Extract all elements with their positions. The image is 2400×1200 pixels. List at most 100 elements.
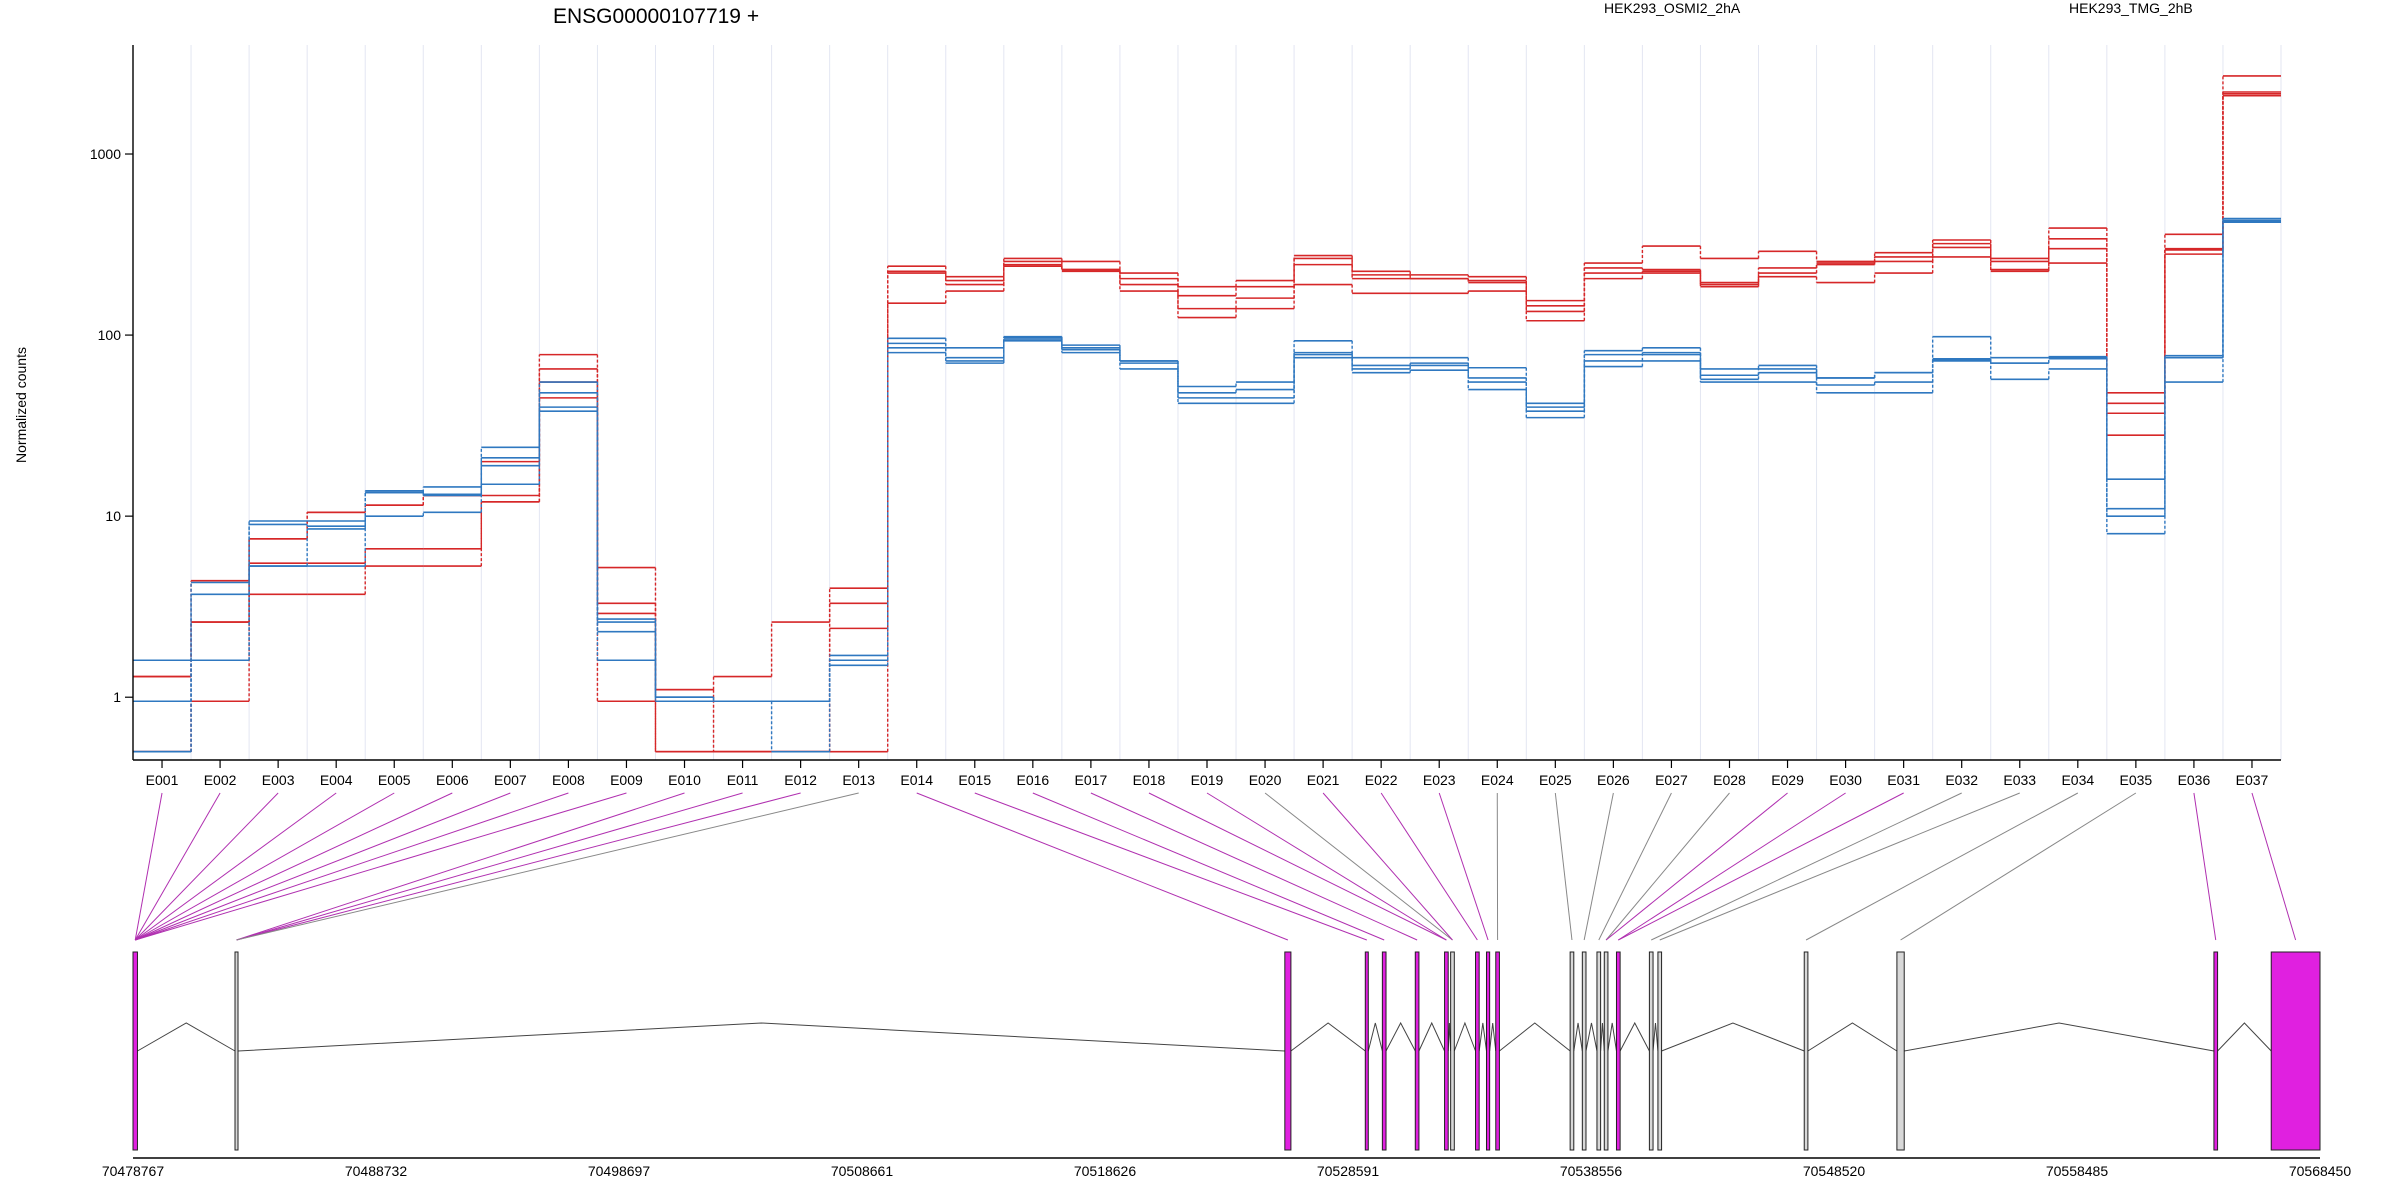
intron bbox=[1489, 1022, 1497, 1052]
exon-connector bbox=[1618, 792, 1904, 941]
exon-connectors bbox=[134, 792, 2297, 941]
exon-box bbox=[1475, 951, 1480, 1151]
series-1 bbox=[133, 91, 2281, 753]
exon-box bbox=[1485, 951, 1491, 1151]
exon-box bbox=[1657, 951, 1663, 1151]
x-tick-label: E016 bbox=[1016, 772, 1049, 788]
x-tick-label: E022 bbox=[1365, 772, 1398, 788]
exon-connector bbox=[1605, 792, 1730, 941]
y-tick-label: 100 bbox=[98, 327, 122, 343]
y-axis-label: Normalized counts bbox=[13, 347, 29, 463]
coordinate-label: 70498697 bbox=[588, 1163, 651, 1179]
x-tick-label: E014 bbox=[900, 772, 933, 788]
exon-box bbox=[1581, 951, 1587, 1151]
coordinate-label: 70548520 bbox=[1803, 1163, 1866, 1179]
coordinate-label: 70508661 bbox=[831, 1163, 894, 1179]
exon-box bbox=[132, 951, 138, 1151]
exon-box bbox=[1896, 951, 1905, 1151]
intron bbox=[1453, 1021, 1476, 1052]
intron bbox=[1807, 1022, 1898, 1052]
exon-connector bbox=[134, 792, 279, 941]
exon-box bbox=[1615, 951, 1621, 1151]
exon-connector bbox=[1264, 792, 1453, 941]
intron bbox=[1367, 1022, 1383, 1052]
exon-connector bbox=[1583, 792, 1614, 941]
x-tick-label: E007 bbox=[494, 772, 527, 788]
x-tick-label: E005 bbox=[378, 772, 411, 788]
series-5 bbox=[133, 221, 2281, 703]
exon-connector bbox=[236, 792, 801, 941]
x-tick-label: E002 bbox=[204, 772, 237, 788]
exon-box bbox=[1414, 951, 1420, 1151]
x-tick-label: E012 bbox=[784, 772, 817, 788]
x-tick-label: E020 bbox=[1249, 772, 1282, 788]
exon-connector bbox=[236, 792, 685, 941]
exon-box bbox=[1569, 951, 1575, 1151]
intron bbox=[1585, 1022, 1598, 1052]
exon-connector bbox=[135, 792, 453, 941]
exon-connector bbox=[1605, 792, 1788, 941]
exon-connector bbox=[1032, 792, 1385, 941]
x-tick-label: E029 bbox=[1771, 772, 1804, 788]
exon-box bbox=[2213, 951, 2219, 1151]
exon-connector bbox=[1598, 792, 1672, 941]
legend-entry-osmi2: HEK293_OSMI2_2hA bbox=[1604, 0, 1741, 16]
coordinate-label: 70478767 bbox=[102, 1163, 165, 1179]
exon-connector bbox=[135, 792, 627, 941]
exon-connector bbox=[1659, 792, 2020, 941]
x-tick-label: E021 bbox=[1307, 772, 1340, 788]
x-tick-label: E019 bbox=[1191, 772, 1224, 788]
intron bbox=[1290, 1022, 1366, 1052]
coordinate-label: 70518626 bbox=[1074, 1163, 1137, 1179]
exon-connector bbox=[1554, 792, 1573, 941]
x-tick-label: E034 bbox=[2061, 772, 2094, 788]
series-lines bbox=[133, 75, 2281, 753]
x-tick-label: E010 bbox=[668, 772, 701, 788]
exon-box bbox=[1284, 951, 1292, 1151]
exon-connector bbox=[134, 792, 221, 941]
exon-connector bbox=[2251, 792, 2297, 941]
exon-connector bbox=[2193, 792, 2217, 941]
x-tick-label: E030 bbox=[1829, 772, 1862, 788]
exon-box bbox=[1596, 951, 1602, 1151]
series-0 bbox=[133, 75, 2281, 691]
intron bbox=[1600, 1022, 1605, 1052]
intron bbox=[137, 1022, 236, 1052]
legend-entry-tmg: HEK293_TMG_2hB bbox=[2069, 0, 2193, 16]
series-7 bbox=[133, 220, 2281, 753]
exon-connector bbox=[135, 792, 511, 941]
x-tick-label: E008 bbox=[552, 772, 585, 788]
x-tick-label: E015 bbox=[958, 772, 991, 788]
intron bbox=[2217, 1022, 2272, 1052]
exon-connector bbox=[236, 792, 743, 941]
exon-box bbox=[2270, 951, 2321, 1151]
exon-connector bbox=[134, 792, 395, 941]
exon-box bbox=[1803, 951, 1809, 1151]
x-tick-label: E024 bbox=[1481, 772, 1514, 788]
intron bbox=[1418, 1021, 1446, 1052]
exon-connector bbox=[1206, 792, 1447, 941]
coordinate-label: 70528591 bbox=[1317, 1163, 1380, 1179]
intron bbox=[1385, 1021, 1416, 1052]
exon-connector bbox=[135, 792, 569, 941]
y-tick-label: 10 bbox=[105, 508, 121, 524]
x-tick-label: E017 bbox=[1075, 772, 1108, 788]
exon-box bbox=[1603, 951, 1609, 1151]
intron bbox=[1607, 1022, 1617, 1052]
x-tick-label: E004 bbox=[320, 772, 353, 788]
gene-model: 70478767 70488732 70498697 70508661 70518626… bbox=[102, 951, 2351, 1179]
y-tick-label: 1000 bbox=[90, 146, 121, 162]
exon-box bbox=[1381, 951, 1387, 1151]
series-3 bbox=[133, 93, 2281, 753]
exon-connector bbox=[1618, 792, 1846, 941]
exon-connector bbox=[1148, 792, 1447, 941]
x-tick-label: E023 bbox=[1423, 772, 1456, 788]
intron bbox=[1652, 1022, 1659, 1052]
exon-connector bbox=[1322, 792, 1453, 941]
exon-box bbox=[1648, 951, 1654, 1151]
exon-box bbox=[1495, 951, 1500, 1151]
intron bbox=[1573, 1022, 1583, 1052]
x-tick-label: E033 bbox=[2003, 772, 2036, 788]
exon-connector bbox=[1805, 792, 2079, 941]
